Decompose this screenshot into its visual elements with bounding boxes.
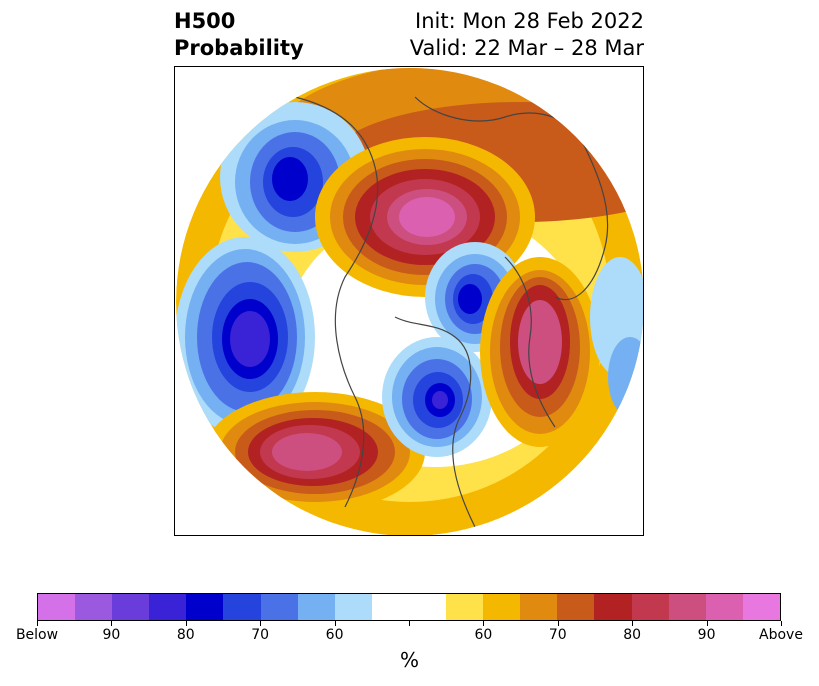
- colorbar-tick-label: 80: [176, 627, 195, 643]
- colorbar-swatch: [38, 594, 76, 620]
- colorbar-tick-label: 90: [697, 627, 716, 643]
- title-quantity: Probability: [174, 36, 304, 60]
- atlantic-high-anomaly: [480, 257, 600, 447]
- colorbar-swatch: [408, 594, 447, 620]
- polar-map: [174, 66, 644, 536]
- colorbar-swatch: [520, 594, 558, 620]
- colorbar-tick: [334, 621, 336, 626]
- colorbar: [37, 593, 781, 621]
- colorbar-swatch: [705, 594, 743, 620]
- title-init: Init: Mon 28 Feb 2022: [415, 9, 644, 33]
- colorbar-tick-label: Above: [759, 627, 803, 643]
- colorbar-tick: [260, 621, 262, 626]
- colorbar-tick-label: Below: [15, 627, 59, 643]
- colorbar-swatch: [668, 594, 706, 620]
- title-valid: Valid: 22 Mar – 28 Mar: [409, 36, 644, 60]
- title-variable: H500: [174, 9, 236, 33]
- colorbar-tick: [409, 621, 410, 626]
- colorbar-tick: [632, 621, 634, 626]
- colorbar-swatch: [149, 594, 187, 620]
- colorbar-swatch: [75, 594, 113, 620]
- colorbar-ticks: Below 90 80 70 60 60 70 80 90 Above: [16, 621, 803, 661]
- colorbar-swatch: [186, 594, 224, 620]
- colorbar-swatch: [483, 594, 521, 620]
- colorbar-tick: [185, 621, 187, 626]
- colorbar-tick: [483, 621, 485, 626]
- colorbar-swatch: [334, 594, 372, 620]
- pacific-low-anomaly: [176, 237, 315, 437]
- colorbar-tick-label: 80: [623, 627, 642, 643]
- colorbar-swatch: [594, 594, 632, 620]
- colorbar-tick-label: 60: [325, 627, 344, 643]
- colorbar-swatch: [112, 594, 150, 620]
- colorbar-swatch: [557, 594, 595, 620]
- colorbar-swatch: [223, 594, 261, 620]
- colorbar-tick: [37, 621, 38, 626]
- colorbar-swatch: [371, 594, 409, 620]
- colorbar-unit-label: %: [399, 648, 419, 672]
- colorbar-tick: [111, 621, 113, 626]
- colorbar-swatch: [260, 594, 298, 620]
- colorbar-tick: [706, 621, 708, 626]
- colorbar-tick-label: 70: [251, 627, 270, 643]
- colorbar-tick: [557, 621, 559, 626]
- colorbar-tick: [781, 621, 782, 626]
- colorbar-swatch: [297, 594, 335, 620]
- map-title-left: H500 Probability: [174, 8, 304, 62]
- colorbar-tick-label: 90: [102, 627, 121, 643]
- probability-field: [176, 68, 643, 535]
- colorbar-swatch: [631, 594, 669, 620]
- colorbar-tick-label: 70: [548, 627, 567, 643]
- colorbar-swatch: [742, 594, 780, 620]
- colorbar-tick-label: 60: [474, 627, 493, 643]
- map-title-right: Init: Mon 28 Feb 2022 Valid: 22 Mar – 28…: [410, 8, 644, 62]
- colorbar-swatch: [446, 594, 484, 620]
- coastlines: [294, 96, 609, 528]
- eastern-na-low-anomaly: [382, 337, 492, 457]
